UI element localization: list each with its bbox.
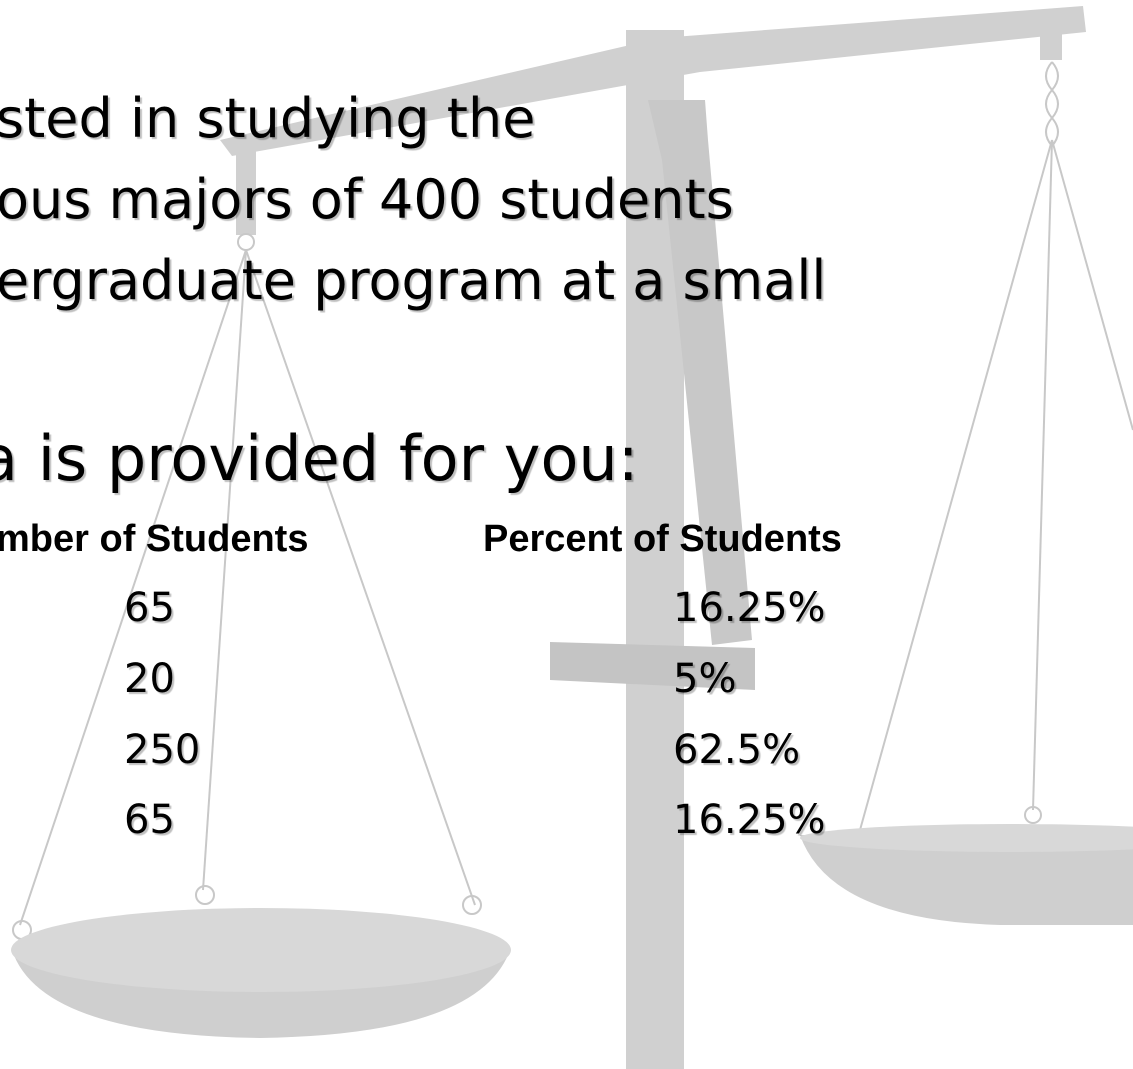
pan-ring [462, 895, 482, 915]
pan-ring [1024, 806, 1042, 824]
text-line: ous majors of 400 students [0, 168, 734, 231]
table-cell: 16.25% [673, 585, 826, 631]
table-cell: 62.5% [673, 727, 801, 773]
table-header: mber of Students [0, 518, 309, 560]
pan-ring [195, 885, 215, 905]
scale-beam [220, 6, 1086, 156]
right-pan [800, 835, 1133, 925]
scale-crossbar [550, 642, 755, 690]
table-header: Percent of Students [483, 518, 842, 560]
table-cell: 65 [124, 797, 175, 843]
string [1032, 139, 1053, 811]
right-chain [1045, 61, 1059, 148]
left-ring [237, 233, 255, 251]
table-cell: 16.25% [673, 797, 826, 843]
string [202, 249, 247, 891]
string [1051, 139, 1133, 431]
right-pan-rim [800, 824, 1133, 852]
left-hanger [236, 145, 256, 235]
table-cell: 65 [124, 585, 175, 631]
table-cell: 250 [124, 727, 201, 773]
scale-pointer [648, 100, 752, 645]
right-hanger [1040, 30, 1062, 60]
left-pan-rim [11, 908, 511, 992]
text-line: a is provided for you: [0, 422, 639, 495]
string [245, 249, 476, 906]
string [859, 139, 1053, 831]
text-line: ergraduate program at a small [0, 249, 827, 312]
string [19, 249, 247, 926]
text-line: sted in studying the [0, 87, 536, 150]
table-cell: 5% [673, 656, 737, 702]
table-cell: 20 [124, 656, 175, 702]
